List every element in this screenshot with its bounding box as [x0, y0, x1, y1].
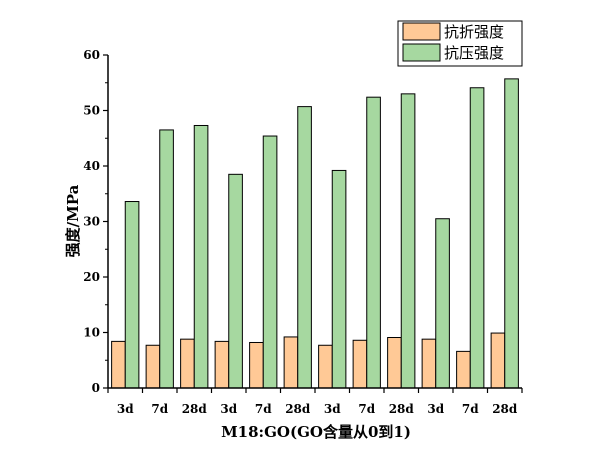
legend-label-1: 抗折强度 [444, 23, 504, 41]
legend-swatch-1 [402, 22, 441, 41]
bar-flexural-10 [421, 338, 437, 389]
bar-compressive-7 [331, 169, 347, 389]
y-tick-label: 20 [83, 270, 100, 284]
bar-flexural-7 [318, 344, 333, 389]
x-tick-label: 7d [255, 402, 272, 416]
bar-compressive-2 [159, 129, 174, 389]
bar-compressive-10 [435, 218, 450, 389]
bar-flexural-2 [145, 344, 161, 389]
bar-compressive-3 [193, 124, 209, 389]
y-tick-label: 40 [83, 159, 100, 173]
bar-compressive-5 [262, 135, 278, 389]
x-tick-label: 7d [358, 402, 375, 416]
bar-flexural-3 [180, 338, 195, 389]
bar-compressive-8 [366, 96, 381, 389]
y-tick-label: 10 [83, 326, 100, 340]
y-tick-label: 0 [92, 381, 100, 395]
bar-flexural-12 [490, 332, 506, 389]
y-tick-label: 50 [83, 104, 100, 118]
bar-flexural-1 [111, 340, 126, 389]
x-tick-label: 3d [117, 402, 134, 416]
bar-flexural-6 [283, 336, 299, 389]
bars-layer [111, 78, 519, 389]
x-tick-label: 7d [462, 402, 479, 416]
bar-flexural-9 [387, 337, 402, 389]
y-tick-label: 60 [83, 48, 100, 62]
y-tick-label: 30 [83, 215, 100, 229]
x-tick-label: 3d [427, 402, 444, 416]
x-tick-label: 7d [151, 402, 168, 416]
x-tick-label: 28d [389, 402, 415, 416]
y-axis-title: 强度/MPa [64, 184, 82, 257]
x-tick-label: 28d [285, 402, 311, 416]
legend-label-2: 抗压强度 [444, 44, 504, 62]
bar-compressive-4 [228, 173, 243, 389]
x-tick-label: 28d [182, 402, 208, 416]
x-axis-title: M18:GO(GO含量从0到1) [221, 423, 411, 441]
bar-flexural-4 [214, 340, 230, 389]
bar-flexural-5 [249, 341, 264, 389]
bar-compressive-9 [400, 93, 416, 389]
bar-compressive-11 [469, 87, 485, 389]
bar-flexural-11 [456, 350, 471, 389]
x-tick-label: 3d [220, 402, 237, 416]
bar-compressive-1 [124, 201, 140, 389]
axes-layer: 0 10 20 30 40 50 60 3d 7d 28d 3d 7d 28d 3d 7d 28d 3d 7d 28… [83, 48, 523, 416]
bar-compressive-6 [297, 106, 312, 389]
bar-flexural-8 [352, 339, 368, 389]
x-tick-label: 28d [492, 402, 518, 416]
bar-compressive-12 [504, 78, 519, 389]
legend-swatch-2 [402, 43, 441, 62]
x-tick-label: 3d [324, 402, 341, 416]
